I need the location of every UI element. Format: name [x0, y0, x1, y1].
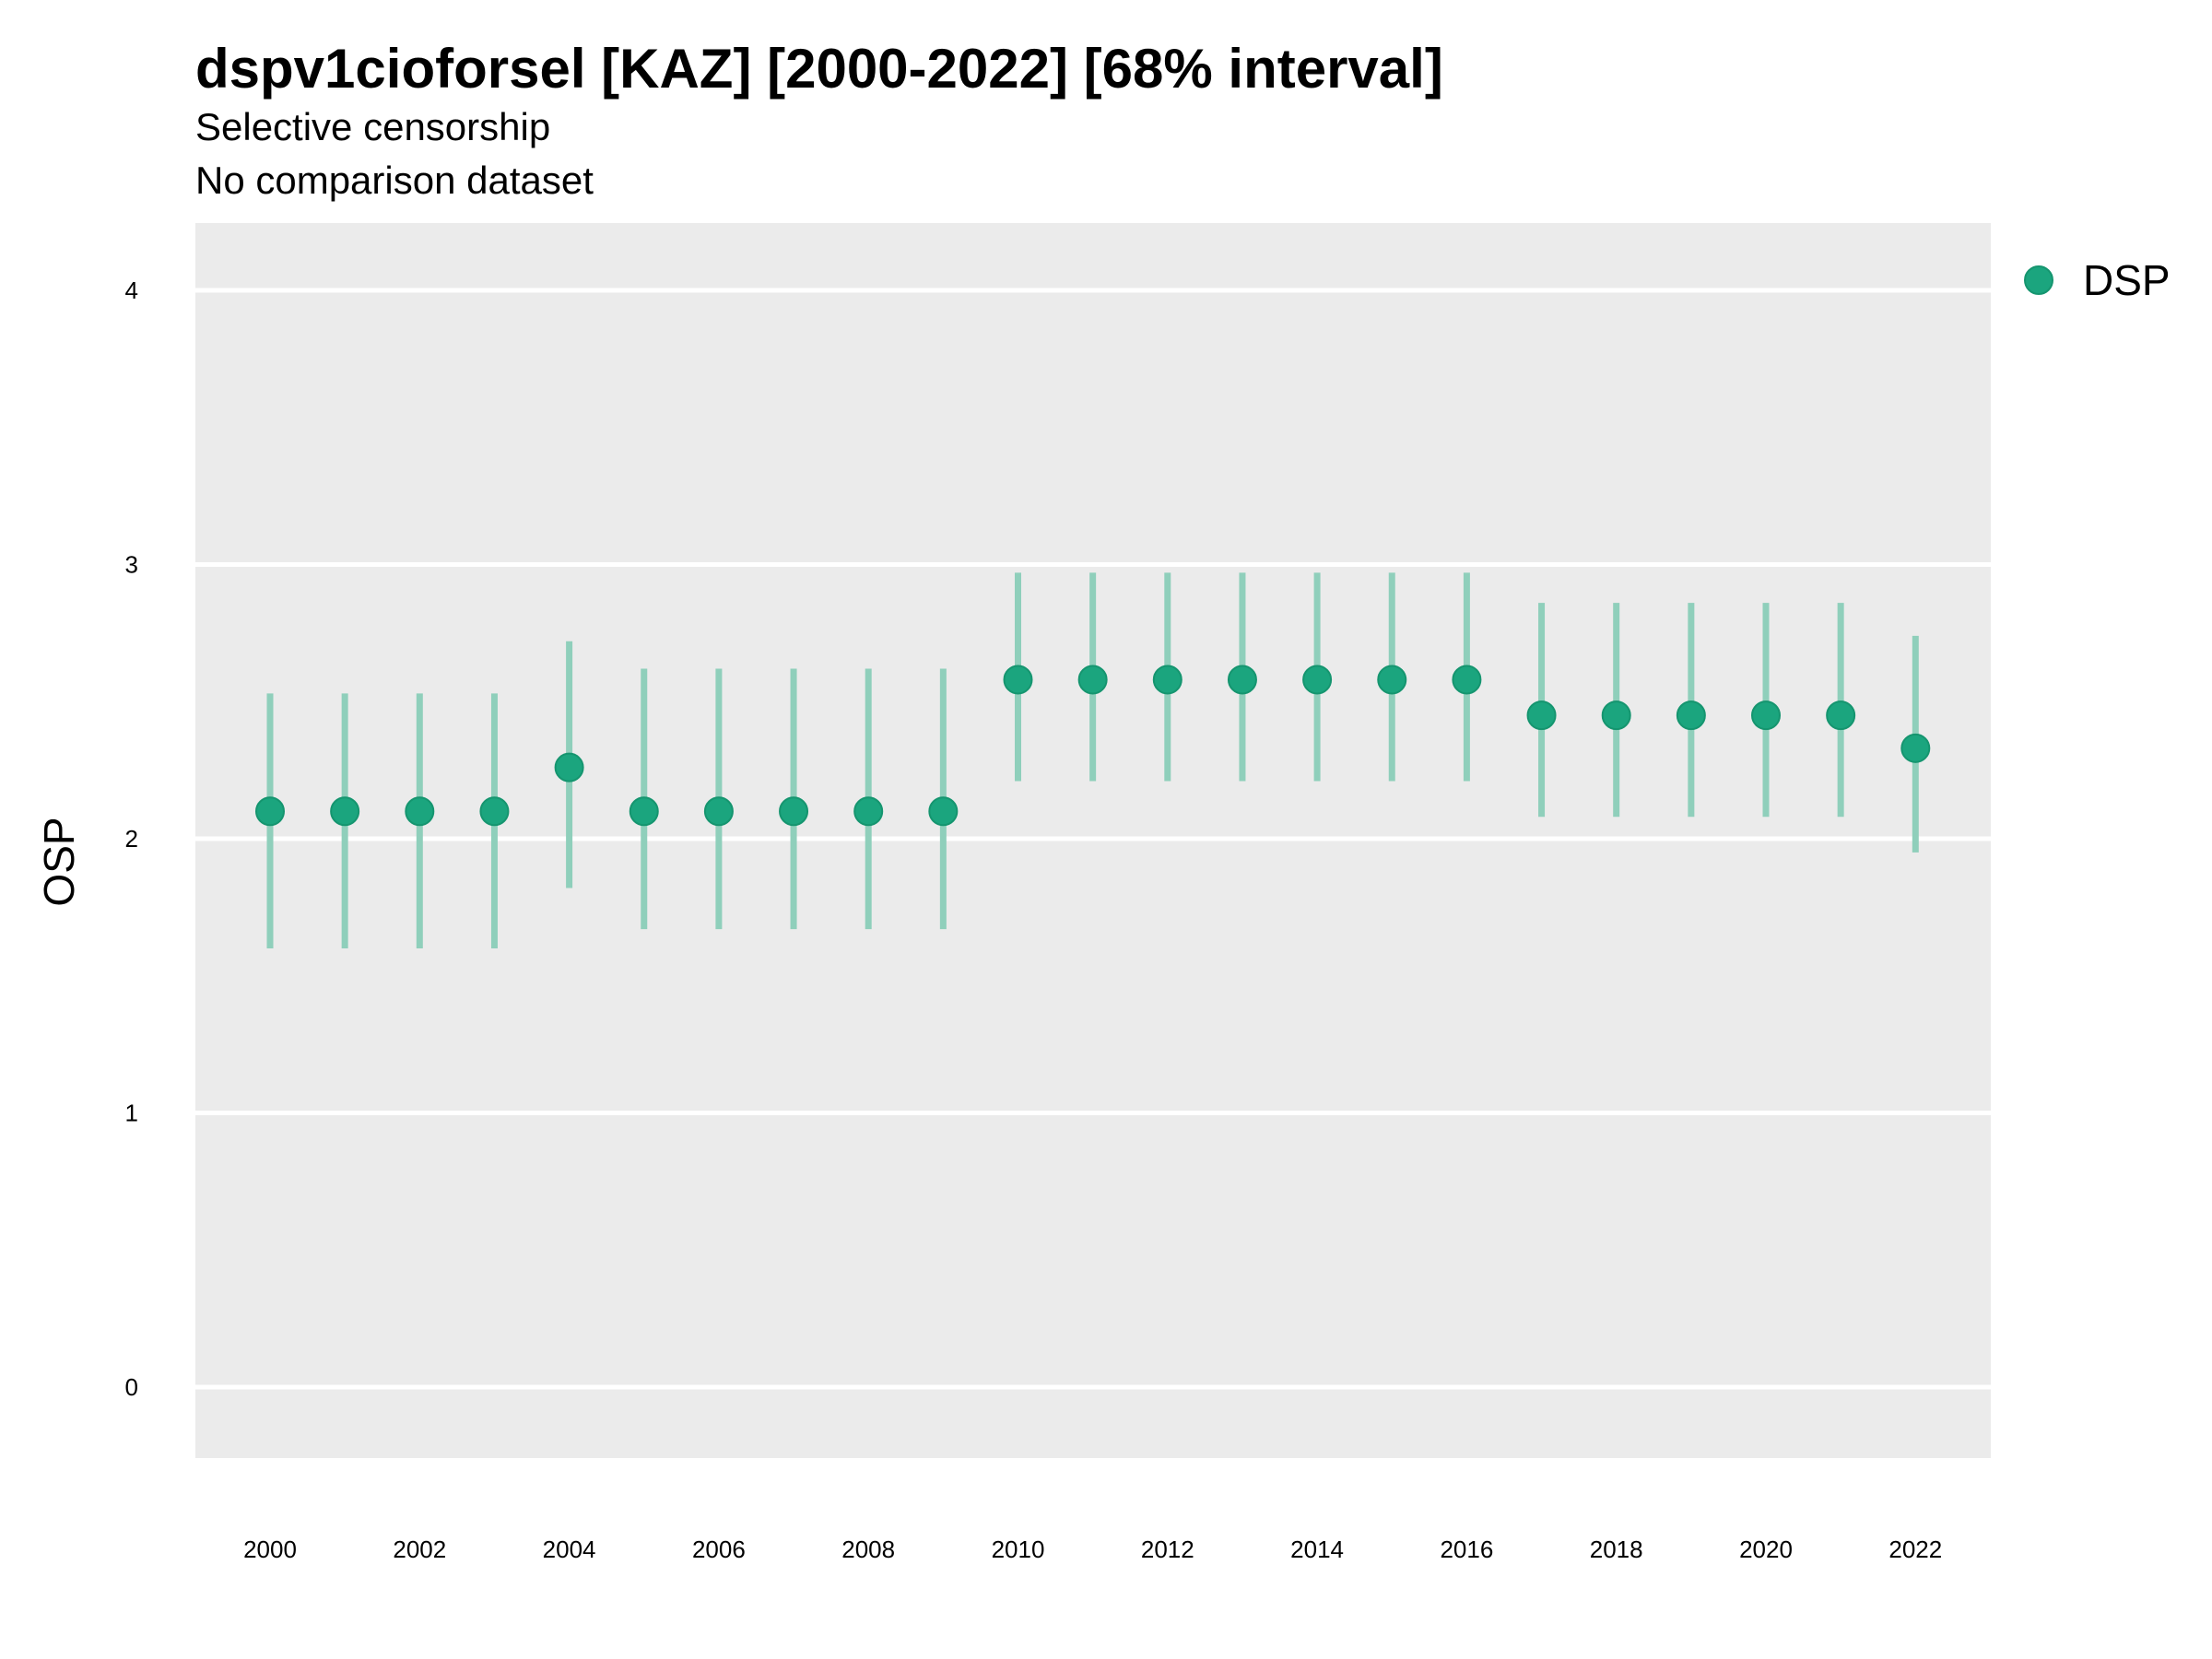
- chart-title: dspv1cioforsel [KAZ] [2000-2022] [68% in…: [195, 38, 1443, 100]
- x-tick-label-2010: 2010: [992, 1535, 1045, 1563]
- data-point-2013: [1227, 665, 1257, 695]
- legend: DSP: [2024, 256, 2171, 304]
- y-tick-label-4: 4: [125, 276, 138, 304]
- x-tick-label-2022: 2022: [1888, 1535, 1942, 1563]
- data-point-2006: [703, 796, 734, 827]
- data-point-2015: [1377, 665, 1407, 695]
- data-point-2011: [1077, 665, 1108, 695]
- legend-label-dsp: DSP: [2083, 256, 2171, 304]
- data-point-2019: [1676, 700, 1706, 731]
- data-point-2009: [928, 796, 959, 827]
- x-tick-label-2016: 2016: [1440, 1535, 1493, 1563]
- x-tick-label-2018: 2018: [1590, 1535, 1643, 1563]
- data-point-2018: [1601, 700, 1631, 731]
- data-point-2016: [1452, 665, 1482, 695]
- x-tick-label-2004: 2004: [543, 1535, 596, 1563]
- data-point-2020: [1751, 700, 1781, 731]
- x-tick-label-2008: 2008: [841, 1535, 895, 1563]
- data-point-2001: [330, 796, 360, 827]
- data-point-2000: [255, 796, 285, 827]
- y-axis-label: OSP: [35, 817, 83, 906]
- y-axis-tick-labels: 0 1 2 3 4: [125, 276, 138, 1401]
- data-point-2017: [1526, 700, 1557, 731]
- chart-subtitle-comparison: No comparison dataset: [195, 159, 594, 202]
- x-tick-label-2012: 2012: [1141, 1535, 1194, 1563]
- grid-lines: [195, 288, 1991, 1390]
- data-point-2007: [779, 796, 809, 827]
- data-point-2010: [1003, 665, 1033, 695]
- x-tick-label-2020: 2020: [1739, 1535, 1793, 1563]
- x-tick-label-2000: 2000: [243, 1535, 297, 1563]
- x-tick-label-2002: 2002: [393, 1535, 446, 1563]
- data-point-2012: [1152, 665, 1182, 695]
- data-point-2003: [479, 796, 510, 827]
- data-point-2022: [1900, 733, 1931, 763]
- chart-subtitle: Selective censorship: [195, 105, 551, 148]
- y-tick-label-2: 2: [125, 825, 138, 853]
- x-tick-label-2006: 2006: [692, 1535, 746, 1563]
- data-point-2002: [405, 796, 435, 827]
- legend-swatch-dsp: [2024, 265, 2053, 295]
- data-points: [255, 665, 1931, 827]
- data-point-2008: [853, 796, 884, 827]
- y-tick-label-0: 0: [125, 1373, 138, 1401]
- data-point-2014: [1302, 665, 1333, 695]
- data-point-2005: [629, 796, 659, 827]
- x-tick-label-2014: 2014: [1290, 1535, 1344, 1563]
- data-point-2021: [1826, 700, 1856, 731]
- data-point-2004: [554, 752, 584, 782]
- x-axis-tick-labels: 2000 2002 2004 2006 2008 2010 2012 2014 2016 2018…: [243, 1535, 1942, 1563]
- y-tick-label-3: 3: [125, 551, 138, 579]
- y-tick-label-1: 1: [125, 1100, 138, 1127]
